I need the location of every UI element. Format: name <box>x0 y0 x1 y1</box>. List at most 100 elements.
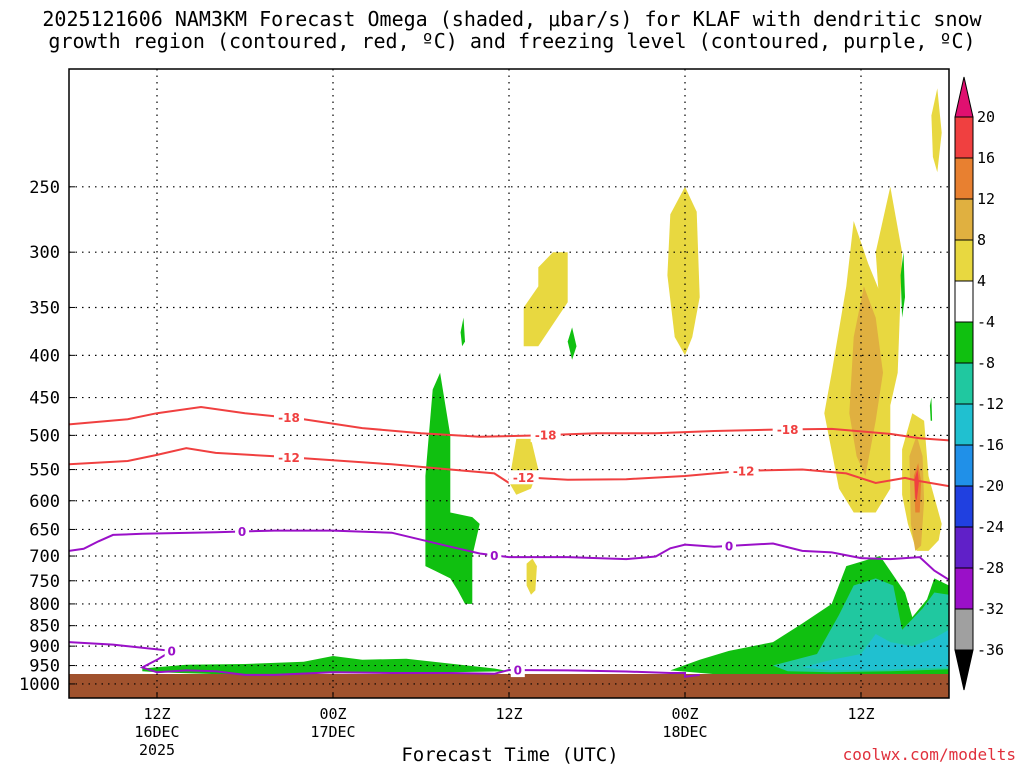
colorbar-tick-label: 8 <box>977 231 986 249</box>
colorbar-tick-label: -16 <box>977 436 1004 454</box>
y-tick-label: 800 <box>29 595 60 615</box>
contour-label-bg <box>274 450 304 465</box>
x-tick-label: 12Z <box>847 705 874 723</box>
colorbar-swatch <box>954 362 974 405</box>
contour-label: 0 <box>238 525 246 539</box>
contour-label-bg <box>728 463 759 478</box>
y-tick-label: 250 <box>29 178 60 198</box>
omega-region <box>425 372 480 604</box>
colorbar-swatch <box>954 198 974 241</box>
y-tick-label: 700 <box>29 547 60 567</box>
colorbar-swatch <box>954 280 974 323</box>
contour-label-bg <box>722 538 736 553</box>
omega-region <box>142 656 510 675</box>
contour-label-bg <box>235 524 250 539</box>
colorbar-tick-label: 16 <box>977 149 995 167</box>
x-axis-title: Forecast Time (UTC) <box>401 744 619 766</box>
omega-region <box>914 469 919 501</box>
omega-region <box>900 252 905 318</box>
colorbar: 20 16 12 8 4 -4 -8 -12 -16 -20 -24 -28 -32 -36 <box>954 76 1004 691</box>
y-tick-label: 350 <box>29 298 60 318</box>
y-tick-label: 300 <box>29 243 60 263</box>
colorbar-swatch <box>954 567 974 610</box>
colorbar-tick-label: -36 <box>977 641 1004 659</box>
contour-label-bg <box>510 663 525 678</box>
colorbar-tick-label: 12 <box>977 190 995 208</box>
omega-region <box>460 317 465 347</box>
contour-label-bg <box>508 470 539 485</box>
contour-label: 0 <box>167 644 175 658</box>
omega-region <box>875 186 903 406</box>
colorbar-swatch <box>954 608 974 651</box>
colorbar-swatch <box>954 157 974 200</box>
contour-label: -18 <box>278 411 300 425</box>
contour-label-bg <box>772 422 803 437</box>
colorbar-swatch <box>954 239 974 282</box>
x-tick-label: 00Z <box>319 705 346 723</box>
colorbar-tick-label: -12 <box>977 395 1004 413</box>
colorbar-swatch <box>954 403 974 446</box>
chart-title-line-1: 2025121606 NAM3KM Forecast Omega (shaded… <box>42 7 982 31</box>
y-tick-label: 600 <box>29 492 60 512</box>
omega-region <box>567 327 577 360</box>
omega-region <box>849 286 883 476</box>
x-tick-label: 00Z <box>671 705 698 723</box>
omega-region <box>509 438 539 495</box>
y-tick-label: 650 <box>29 520 60 540</box>
chart-title-line-2: growth region (contoured, red, ºC) and f… <box>48 29 976 53</box>
contour-label-bg <box>530 428 561 443</box>
contour-label: 0 <box>514 664 522 678</box>
contour-label: -18 <box>535 429 557 443</box>
x-tick-label: 2025 <box>139 741 175 759</box>
omega-region <box>523 252 568 347</box>
x-tick-label: 17DEC <box>310 723 355 741</box>
credit-text[interactable]: coolwx.com/modelts <box>842 745 1016 764</box>
contour-label: -18 <box>777 423 799 437</box>
omega-region <box>667 186 700 356</box>
omega-shading <box>142 88 949 676</box>
y-tick-label: 450 <box>29 389 60 409</box>
x-tick-label: 12Z <box>495 705 522 723</box>
x-tick-label: 18DEC <box>662 723 707 741</box>
x-tick-label: 12Z <box>143 705 170 723</box>
colorbar-tick-label: 4 <box>977 272 986 290</box>
y-tick-label: 900 <box>29 637 60 657</box>
y-tick-label: 850 <box>29 617 60 637</box>
colorbar-tick-label: -28 <box>977 559 1004 577</box>
colorbar-swatch <box>954 526 974 569</box>
contour-line-freezing-0-lower <box>69 641 700 678</box>
y-tick-label: 950 <box>29 657 60 677</box>
y-axis: 2503003504004505005506006507007508008509… <box>19 178 75 695</box>
contours: -18 -18 -18 -12 -12 -12 0 0 0 0 0 <box>69 405 949 678</box>
colorbar-swatch <box>954 321 974 364</box>
colorbar-tick-label: -8 <box>977 354 995 372</box>
colorbar-tick-label: -4 <box>977 313 995 331</box>
omega-region <box>526 558 537 595</box>
omega-region <box>802 629 949 671</box>
colorbar-bottom-arrow <box>954 649 974 691</box>
contour-label: -12 <box>278 451 300 465</box>
omega-region <box>929 397 933 421</box>
colorbar-tick-label: -32 <box>977 600 1004 618</box>
colorbar-swatch <box>954 116 974 159</box>
y-tick-label: 500 <box>29 426 60 446</box>
contour-label: 0 <box>725 539 733 553</box>
contour-label-bg <box>164 643 179 658</box>
contour-label: -12 <box>513 471 535 485</box>
contour-line-freezing-0-upper <box>69 529 949 581</box>
contour-label-bg <box>274 410 304 425</box>
x-tick-label: 16DEC <box>134 723 179 741</box>
contour-label: -12 <box>733 464 755 478</box>
contour-line-dgz-minus18 <box>69 405 949 442</box>
colorbar-tick-label: -24 <box>977 518 1004 536</box>
gridlines <box>69 69 949 698</box>
colorbar-swatch <box>954 444 974 487</box>
colorbar-swatch <box>954 485 974 528</box>
colorbar-tick-label: -20 <box>977 477 1004 495</box>
y-tick-label: 400 <box>29 346 60 366</box>
omega-region <box>931 88 942 173</box>
contour-label-bg <box>487 548 502 563</box>
y-tick-label: 550 <box>29 461 60 481</box>
